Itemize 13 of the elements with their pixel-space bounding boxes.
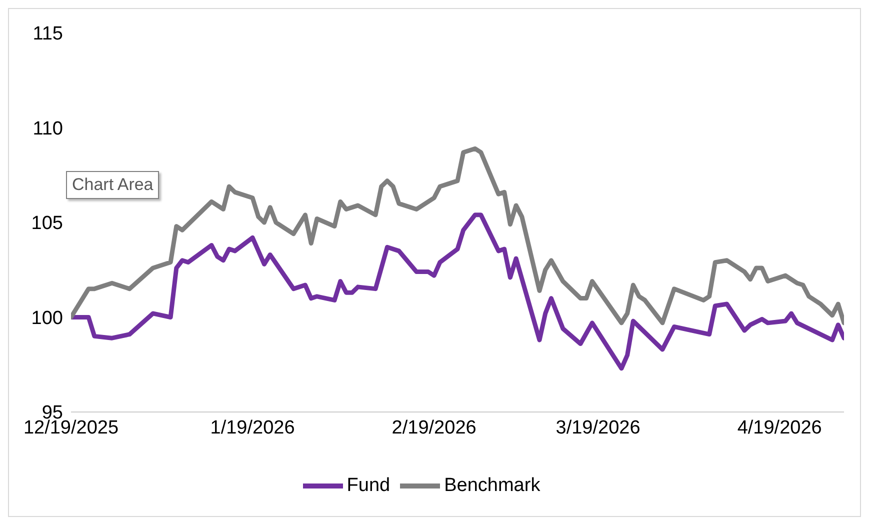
y-tick-label: 110: [32, 118, 63, 140]
x-tick-label: 1/19/2026: [210, 417, 295, 438]
line-series: [71, 146, 844, 326]
x-tick-label: 2/19/2026: [392, 417, 476, 438]
y-tick-label: 115: [32, 24, 63, 45]
y-tick-label: 100: [31, 308, 63, 329]
annotation: Chart Area: [66, 171, 160, 199]
x-tick-label: 3/19/2026: [556, 417, 640, 438]
line-series: [71, 212, 844, 371]
legend-label: Benchmark: [444, 475, 540, 496]
y-tick-label: 105: [31, 213, 63, 234]
x-tick-label: 4/19/2026: [737, 417, 822, 438]
legend-label: Fund: [346, 475, 390, 496]
